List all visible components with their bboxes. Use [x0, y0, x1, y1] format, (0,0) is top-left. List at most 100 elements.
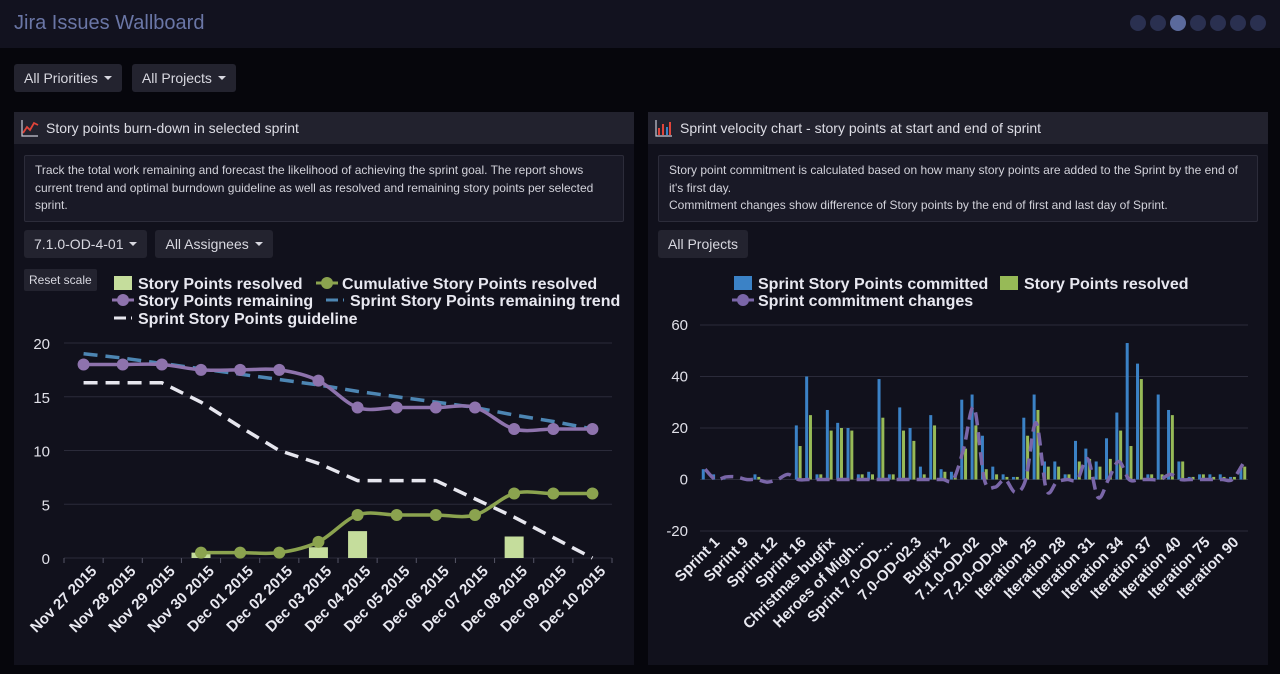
y-tick-label: 20: [671, 420, 688, 437]
resolved-bar: [912, 440, 916, 480]
velocity-projects-dropdown[interactable]: All Projects: [658, 230, 749, 258]
x-tick-label: Dec 09 2015: [497, 563, 570, 636]
velocity-projects-label: All Projects: [668, 236, 739, 252]
projects-dropdown[interactable]: All Projects: [131, 64, 236, 92]
cumulative-point: [234, 546, 247, 559]
remaining-point: [195, 363, 207, 376]
x-tick-label: Sprint 9: [701, 534, 753, 586]
page-dot[interactable]: [1210, 15, 1226, 31]
committed-bar: [1208, 474, 1212, 480]
sprint-label: 7.1.0-OD-4-01: [34, 236, 124, 252]
committed-bar: [960, 399, 964, 480]
committed-bar: [1115, 412, 1119, 480]
committed-bar: [1156, 394, 1160, 480]
page-dot[interactable]: [1150, 15, 1166, 31]
x-tick-label: Dec 01 2015: [184, 563, 257, 636]
cumulative-point: [273, 546, 286, 559]
page-dot[interactable]: [1250, 15, 1266, 31]
legend-label: Story Points resolved: [138, 276, 303, 293]
resolved-bar: [974, 425, 978, 480]
y-tick-label: -20: [666, 523, 688, 540]
committed-bar: [1094, 461, 1098, 480]
projects-label: All Projects: [141, 70, 212, 86]
x-tick-label: Sprint 7.0-OD-...: [804, 534, 896, 626]
resolved-bar: [1036, 409, 1040, 480]
x-tick-label: Nov 30 2015: [144, 563, 217, 636]
committed-bar: [1239, 466, 1243, 480]
burndown-description-text: Track the total work remaining and forec…: [35, 163, 594, 212]
resolved-bar: [808, 415, 812, 480]
page-dot[interactable]: [1130, 15, 1146, 31]
resolved-bar: [964, 448, 968, 480]
committed-bar: [991, 466, 995, 480]
legend-swatch: [114, 276, 132, 290]
x-tick-label: 7.2.0-OD-04: [941, 533, 1012, 604]
assignees-dropdown[interactable]: All Assignees: [155, 230, 273, 258]
committed-bar: [846, 428, 850, 480]
x-tick-label: Dec 08 2015: [458, 563, 531, 636]
committed-bar: [701, 469, 705, 480]
committed-bar: [949, 471, 953, 480]
x-tick-label: Sprint 16: [752, 534, 809, 591]
committed-bar: [1084, 448, 1088, 480]
velocity-description-line-2: Commitment changes show difference of St…: [669, 198, 1168, 212]
commitment-changes-line: [703, 405, 1245, 500]
resolved-bar: [902, 430, 906, 480]
y-tick-label: 15: [33, 390, 50, 407]
x-tick-label: Iteration 37: [1087, 534, 1156, 603]
page-dot[interactable]: [1170, 15, 1186, 31]
page-dot[interactable]: [1230, 15, 1246, 31]
legend-marker: [737, 294, 749, 306]
x-tick-label: Sprint 1: [672, 534, 724, 586]
x-tick-label: Dec 04 2015: [302, 563, 375, 636]
committed-bar: [980, 435, 984, 480]
cumulative-point: [195, 546, 207, 559]
resolved-bar: [1191, 476, 1195, 480]
resolved-bar: [1077, 461, 1081, 480]
y-tick-label: 0: [42, 551, 50, 568]
sprint-dropdown[interactable]: 7.1.0-OD-4-01: [24, 230, 148, 258]
remaining-point: [351, 401, 364, 414]
committed-bar: [1177, 461, 1181, 480]
cumulative-point: [351, 509, 364, 521]
cumulative-point: [508, 487, 521, 500]
committed-bar: [805, 376, 809, 480]
chevron-down-icon: [254, 242, 263, 246]
legend-label: Cumulative Story Points resolved: [342, 276, 597, 293]
line-chart-icon: [21, 120, 39, 137]
x-tick-label: Nov 28 2015: [66, 563, 139, 636]
cumulative-point: [586, 487, 599, 500]
committed-bar: [887, 474, 891, 480]
page-dot[interactable]: [1190, 15, 1206, 31]
committed-bar: [825, 409, 829, 480]
resolved-bar: [1129, 446, 1133, 480]
resolved-bar: [1243, 466, 1247, 480]
committed-bar: [1063, 474, 1067, 480]
remaining-point: [390, 401, 403, 414]
resolved-bar: [984, 469, 988, 480]
x-tick-label: Iteration 40: [1116, 534, 1185, 603]
legend-label: Sprint Story Points guideline: [138, 311, 358, 328]
resolved-bar: [860, 474, 864, 480]
priorities-dropdown[interactable]: All Priorities: [14, 64, 122, 92]
burndown-filters: 7.1.0-OD-4-01 All Assignees: [24, 230, 273, 258]
resolved-bar: [1150, 474, 1154, 480]
x-tick-label: Dec 05 2015: [341, 563, 414, 636]
velocity-filters: All Projects: [658, 230, 749, 258]
remaining-point: [429, 401, 442, 414]
committed-bar: [1229, 476, 1233, 480]
x-tick-label: Iteration 28: [1001, 534, 1070, 603]
x-tick-label: Iteration 75: [1145, 534, 1214, 603]
legend-marker: [321, 277, 333, 289]
remaining-point: [234, 363, 247, 376]
x-tick-label: Sprint 12: [724, 534, 781, 591]
page-dots: [1130, 15, 1266, 31]
y-tick-label: 5: [42, 497, 50, 514]
resolved-bar: [1057, 466, 1061, 480]
resolved-bar: [839, 428, 843, 480]
reset-scale-button[interactable]: Reset scale: [24, 269, 97, 291]
resolved-bar: [1222, 476, 1226, 480]
burndown-panel-header: Story points burn-down in selected sprin…: [14, 112, 634, 144]
y-tick-label: 10: [33, 444, 50, 461]
resolved-bar: [1067, 474, 1071, 480]
